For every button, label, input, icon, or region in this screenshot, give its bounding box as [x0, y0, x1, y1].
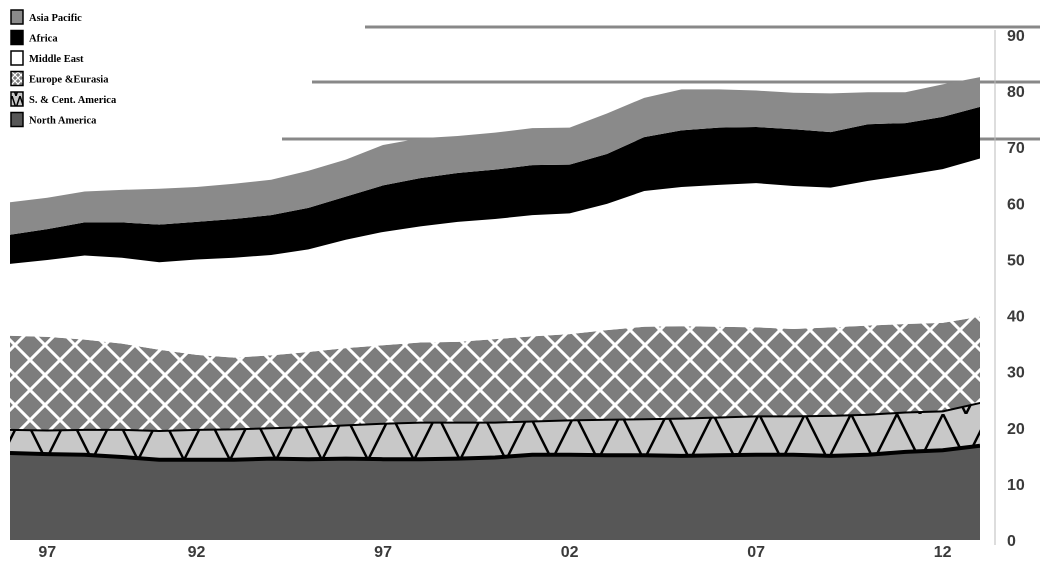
legend-item-north-america: North America [10, 111, 97, 128]
legend: Asia Pacific Africa Middle East Europe &Eur… [10, 9, 117, 128]
area-north-america [10, 445, 980, 540]
legend-item-africa: Africa [10, 29, 58, 46]
legend-item-s-cent-america: S. & Cent. America [10, 91, 117, 107]
area-europe-eurasia [10, 316, 980, 431]
y-tick-label: 50 [1007, 252, 1025, 269]
y-tick-label: 60 [1007, 196, 1025, 213]
x-tick-label: 92 [188, 544, 206, 561]
area-africa [10, 106, 980, 264]
area-series-group [10, 77, 980, 540]
y-tick-label: 20 [1007, 421, 1025, 438]
legend-swatch [10, 91, 24, 107]
legend-label: Asia Pacific [29, 13, 82, 24]
legend-item-middle-east: Middle East [10, 50, 84, 66]
x-tick-label: 02 [561, 544, 579, 561]
x-tick-label: 97 [374, 544, 392, 561]
y-axis: 0 10 20 30 40 50 60 70 80 90 [994, 28, 1025, 550]
x-tick-label: 07 [747, 544, 765, 561]
legend-label: North America [29, 116, 97, 127]
x-tick-label: 97 [38, 544, 56, 561]
y-tick-label: 0 [1007, 533, 1016, 550]
legend-label: Europe &Eurasia [29, 75, 109, 86]
legend-item-asia-pacific: Asia Pacific [10, 9, 82, 25]
y-tick-label: 10 [1007, 477, 1025, 494]
y-tick-label: 90 [1007, 28, 1025, 45]
legend-swatch [10, 111, 24, 128]
y-tick-label: 70 [1007, 140, 1025, 157]
legend-label: Middle East [29, 54, 84, 65]
legend-swatch [10, 70, 24, 87]
legend-swatch [10, 29, 24, 46]
legend-item-europe-eurasia: Europe &Eurasia [10, 70, 109, 87]
x-axis: 97 92 97 02 07 12 [38, 544, 951, 561]
area-middle-east [10, 158, 980, 358]
legend-label: S. & Cent. America [29, 95, 117, 106]
y-tick-label: 30 [1007, 365, 1025, 382]
y-tick-label: 40 [1007, 309, 1025, 326]
y-tick-label: 80 [1007, 84, 1025, 101]
x-tick-label: 12 [934, 544, 952, 561]
legend-swatch [10, 9, 24, 25]
legend-swatch [10, 50, 24, 66]
area-asia-pacific [10, 77, 980, 235]
legend-label: Africa [29, 34, 58, 45]
area-s-cent-america-border-lower [10, 443, 980, 462]
